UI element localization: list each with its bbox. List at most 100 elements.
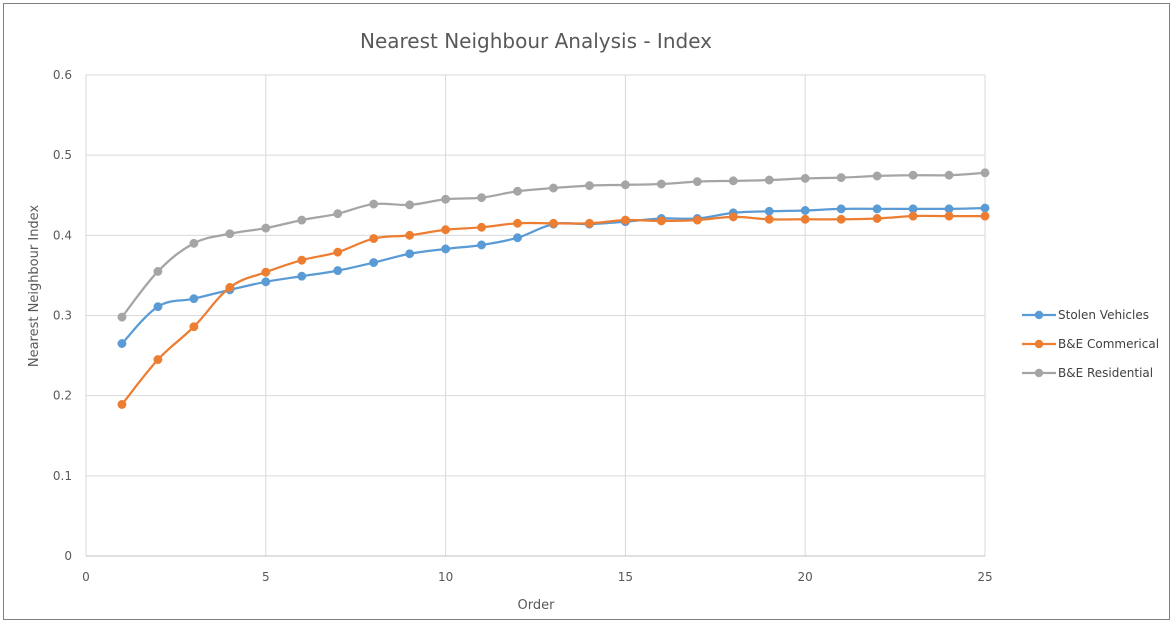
series-b-e-residential <box>117 168 990 322</box>
tick-labels: 0 0.1 0.2 0.3 0.4 0.5 0.6 0 5 10 15 20 25 <box>53 68 993 584</box>
data-point <box>872 204 882 214</box>
series-b-e-commerical <box>117 211 990 409</box>
legend: Stolen Vehicles B&E Commerical B&E Residen… <box>1022 308 1159 380</box>
data-point <box>297 271 307 281</box>
series-lines <box>117 168 990 409</box>
data-point <box>441 244 451 254</box>
x-tick-label: 10 <box>438 570 453 584</box>
data-point <box>225 229 235 239</box>
legend-label: B&E Residential <box>1058 366 1153 380</box>
data-point <box>369 199 379 209</box>
x-tick-label: 15 <box>618 570 633 584</box>
data-point <box>153 266 163 276</box>
data-point <box>728 176 738 186</box>
data-point <box>117 312 127 322</box>
data-point <box>908 211 918 221</box>
data-point <box>153 355 163 365</box>
data-point <box>836 173 846 183</box>
y-tick-label: 0.2 <box>53 389 72 403</box>
legend-label: B&E Commerical <box>1058 337 1159 351</box>
x-axis-title: Order <box>518 598 556 613</box>
data-point <box>764 214 774 224</box>
legend-item-stolen-vehicles: Stolen Vehicles <box>1022 308 1149 322</box>
data-point <box>656 216 666 226</box>
x-tick-label: 0 <box>82 570 90 584</box>
data-point <box>261 267 271 277</box>
data-point <box>692 177 702 187</box>
x-tick-label: 25 <box>977 570 992 584</box>
data-point <box>333 209 343 219</box>
data-point <box>620 180 630 190</box>
data-point <box>549 218 558 228</box>
data-point <box>477 240 487 250</box>
data-point <box>513 218 522 228</box>
data-point <box>908 170 918 180</box>
data-point <box>800 173 810 183</box>
data-point <box>369 258 379 268</box>
data-point <box>620 215 630 225</box>
data-point <box>441 194 451 204</box>
data-point <box>656 179 666 189</box>
data-point <box>549 183 558 193</box>
legend-marker <box>1034 339 1044 349</box>
data-point <box>944 170 954 180</box>
data-point <box>261 223 271 233</box>
series-line-b-e-commerical <box>120 214 987 406</box>
data-point <box>584 181 594 191</box>
data-point <box>405 200 415 210</box>
x-tick-label: 5 <box>262 570 270 584</box>
data-point <box>872 171 882 181</box>
data-point <box>764 206 774 216</box>
x-tick-label: 20 <box>798 570 813 584</box>
data-point <box>117 339 127 349</box>
data-point <box>980 211 990 221</box>
series-line-b-e-residential <box>120 171 987 319</box>
y-tick-label: 0.5 <box>53 148 72 162</box>
data-point <box>800 206 810 215</box>
y-tick-label: 0.1 <box>53 469 72 483</box>
data-point <box>800 214 810 224</box>
data-point <box>369 234 379 243</box>
data-point <box>477 193 487 203</box>
data-point <box>405 230 415 240</box>
y-tick-label: 0 <box>64 549 72 563</box>
chart-title: Nearest Neighbour Analysis - Index <box>360 29 712 53</box>
y-tick-label: 0.4 <box>53 228 72 242</box>
y-axis-title: Nearest Neighbour Index <box>27 205 42 368</box>
data-point <box>225 282 235 292</box>
legend-marker <box>1034 310 1044 320</box>
legend-item-b-e-residential: B&E Residential <box>1022 366 1153 380</box>
data-point <box>513 233 522 243</box>
data-point <box>189 238 199 248</box>
data-point <box>728 212 738 222</box>
y-tick-label: 0.6 <box>53 68 72 82</box>
data-point <box>872 214 882 223</box>
data-point <box>836 204 846 214</box>
legend-item-b-e-commerical: B&E Commerical <box>1022 337 1159 351</box>
data-point <box>333 247 343 257</box>
data-point <box>333 266 343 276</box>
data-point <box>405 249 415 259</box>
data-point <box>261 277 271 287</box>
data-point <box>477 222 487 232</box>
grid <box>85 74 986 557</box>
data-point <box>944 211 954 221</box>
data-point <box>297 215 307 225</box>
data-point <box>189 294 199 304</box>
data-point <box>153 302 163 312</box>
data-point <box>189 322 199 332</box>
y-tick-label: 0.3 <box>53 309 72 323</box>
data-point <box>692 215 702 225</box>
data-point <box>764 175 774 185</box>
data-point <box>836 214 846 224</box>
data-point <box>584 218 594 228</box>
legend-label: Stolen Vehicles <box>1058 308 1149 322</box>
data-point <box>980 203 990 213</box>
data-point <box>513 186 522 196</box>
legend-marker <box>1034 368 1044 378</box>
data-point <box>441 225 451 235</box>
data-point <box>297 255 307 265</box>
chart-frame <box>3 3 1170 620</box>
data-point <box>980 168 990 178</box>
